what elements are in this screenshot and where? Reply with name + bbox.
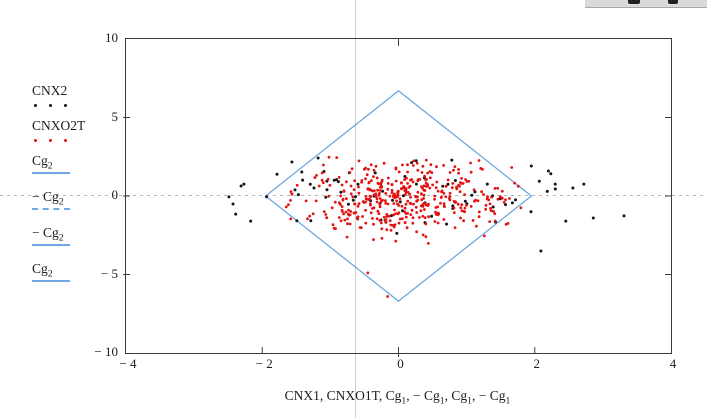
- legend-sample-dashed: [32, 208, 124, 217]
- legend-label-4: − Cg2: [32, 225, 64, 244]
- legend-label-5: Cg2: [32, 261, 53, 280]
- y-tick-label: 5: [111, 108, 119, 124]
- x-axis-label: CNX1, CNXO1T, Cg1, − Cg1, Cg1, − Cg1: [284, 388, 511, 407]
- y-tick-label: 0: [111, 187, 119, 202]
- x-tick-label: 2: [533, 356, 541, 371]
- legend: CNX2 CNXO2T Cg2 − Cg2 − Cg2 Cg2: [32, 82, 124, 296]
- y-tick-label: 10: [105, 30, 118, 45]
- cutoff-toolbar-fragment[interactable]: [585, 0, 707, 8]
- legend-sample-solid: [32, 244, 124, 253]
- vertical-marker-line: [355, 0, 357, 418]
- x-tick-label: 0: [397, 356, 404, 371]
- legend-sample-dots: [32, 136, 124, 145]
- legend-sample-solid: [32, 280, 124, 289]
- y-tick-label: − 5: [100, 265, 118, 281]
- zero-reference-line: [0, 195, 707, 196]
- legend-label-1: CNXO2T: [32, 118, 86, 133]
- legend-label-2: Cg2: [32, 153, 53, 172]
- y-tick-label: − 10: [94, 344, 118, 359]
- x-tick-label: − 2: [255, 356, 273, 371]
- envelope-polyline: [264, 90, 533, 303]
- x-tick-label: 4: [669, 356, 677, 371]
- legend-sample-solid: [32, 172, 124, 181]
- x-tick-label: − 4: [119, 356, 137, 371]
- cutoff-text-glyph: [628, 0, 640, 4]
- legend-label-3: − Cg2: [32, 189, 64, 208]
- legend-sample-dots: [32, 101, 124, 110]
- legend-label-0: CNX2: [32, 83, 68, 98]
- cutoff-text-glyph: [668, 0, 678, 4]
- series-CNXO2T: [284, 155, 523, 298]
- scatter-plot-svg: [123, 39, 671, 357]
- plot-area[interactable]: [123, 38, 672, 357]
